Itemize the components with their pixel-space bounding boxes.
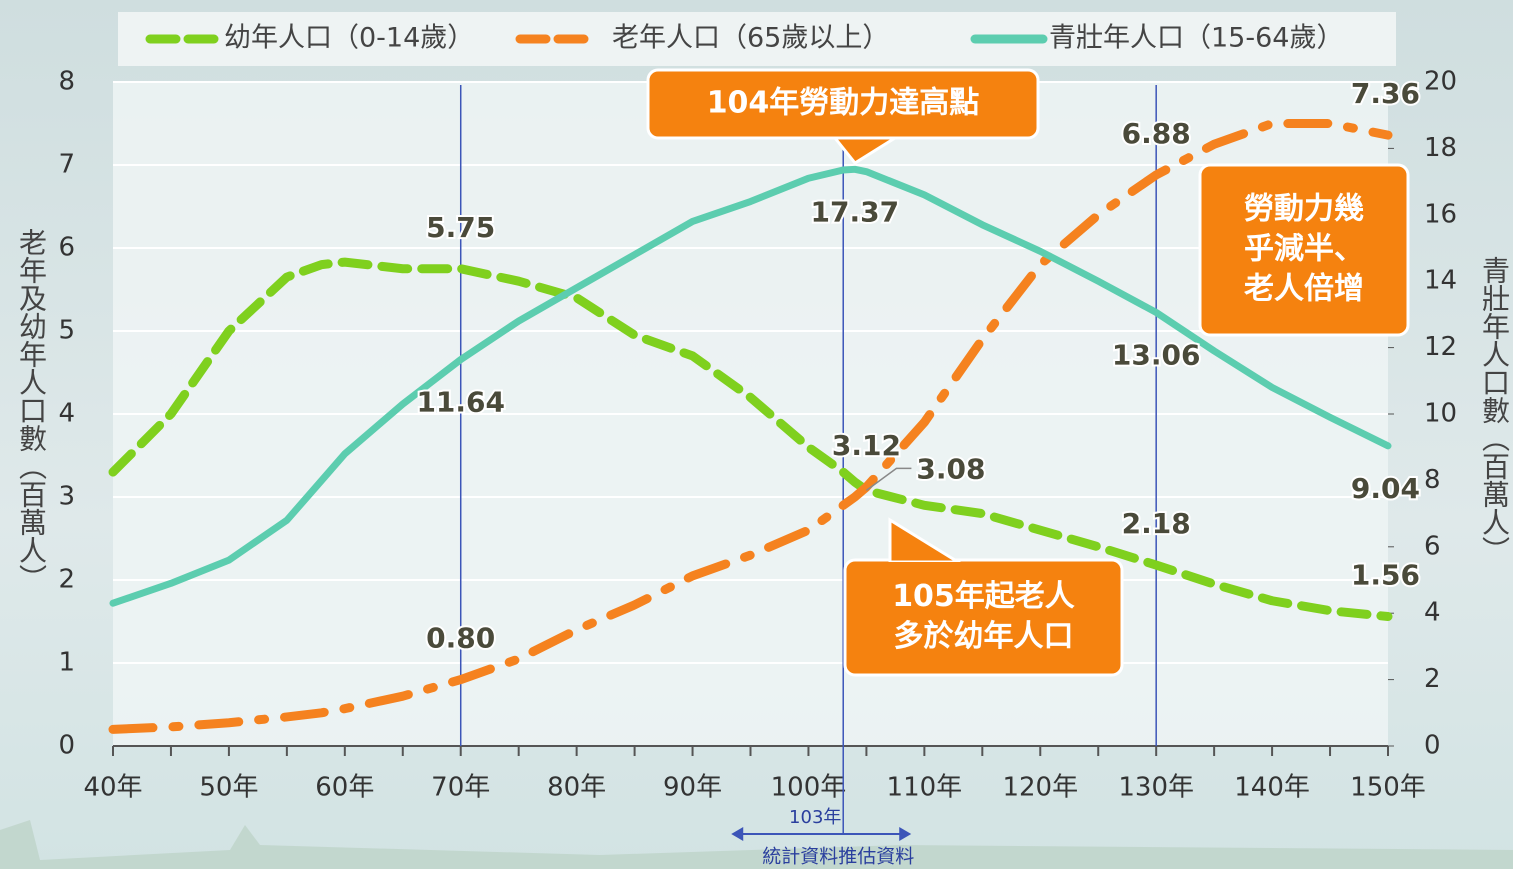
x-tick-label: 140年 bbox=[1234, 773, 1310, 803]
y2-tick-label: 0 bbox=[1424, 731, 1441, 761]
y2-tick-label: 14 bbox=[1424, 266, 1457, 296]
legend-label: 幼年人口（0-14歲） bbox=[224, 23, 474, 54]
y2-tick-label: 16 bbox=[1424, 199, 1457, 229]
y-tick-label: 1 bbox=[58, 648, 75, 678]
y2-tick-label: 20 bbox=[1424, 67, 1457, 97]
x-tick-label: 70年 bbox=[431, 773, 490, 803]
x-tick-label: 110年 bbox=[887, 773, 963, 803]
y2-tick-label: 2 bbox=[1424, 664, 1441, 694]
data-label: 11.64 bbox=[416, 386, 505, 419]
x-tick-label: 50年 bbox=[199, 773, 258, 803]
callout-text: 多於幼年人口 bbox=[894, 619, 1074, 654]
callout-text: 105年起老人 bbox=[892, 579, 1075, 614]
divider-right-label: 推估資料 bbox=[838, 846, 914, 868]
x-tick-label: 120年 bbox=[1002, 773, 1078, 803]
y-tick-label: 6 bbox=[58, 233, 75, 263]
y-tick-label: 2 bbox=[58, 565, 75, 595]
y2-tick-label: 6 bbox=[1424, 531, 1441, 561]
data-label: 9.04 bbox=[1351, 472, 1420, 505]
y-tick-label: 4 bbox=[58, 399, 75, 429]
divider-left-label: 統計資料 bbox=[762, 846, 838, 868]
x-tick-label: 150年 bbox=[1350, 773, 1426, 803]
callout-text: 老人倍增 bbox=[1244, 272, 1364, 307]
y-tick-label: 0 bbox=[58, 731, 75, 761]
x-tick-label: 80年 bbox=[547, 773, 606, 803]
data-label: 13.06 bbox=[1112, 338, 1201, 371]
x-tick-label: 90年 bbox=[663, 773, 722, 803]
callout-text: 104年勞動力達高點 bbox=[707, 86, 980, 121]
y2-tick-label: 4 bbox=[1424, 598, 1441, 628]
y2-tick-label: 18 bbox=[1424, 133, 1457, 163]
data-label: 1.56 bbox=[1351, 559, 1420, 592]
data-label: 6.88 bbox=[1122, 117, 1191, 150]
y-tick-label: 3 bbox=[58, 482, 75, 512]
x-tick-label: 40年 bbox=[83, 773, 142, 803]
data-label: 17.37 bbox=[811, 195, 900, 228]
data-label: 2.18 bbox=[1122, 507, 1191, 540]
y2-tick-label: 10 bbox=[1424, 399, 1457, 429]
y2-axis-title: 青壯年人口數（百萬人） bbox=[1478, 256, 1511, 564]
y2-tick-label: 8 bbox=[1424, 465, 1441, 495]
callout-text: 乎減半、 bbox=[1244, 232, 1364, 267]
y-axis-title: 老年及幼年人口數（百萬人） bbox=[15, 228, 48, 592]
y-tick-label: 5 bbox=[58, 316, 75, 346]
legend-label: 青壯年人口（15-64歲） bbox=[1049, 23, 1343, 54]
data-label: 0.80 bbox=[426, 622, 495, 655]
y-tick-label: 7 bbox=[58, 150, 75, 180]
divider-label: 103年 bbox=[789, 807, 841, 828]
x-tick-label: 60年 bbox=[315, 773, 374, 803]
callout-text: 勞動力幾 bbox=[1244, 192, 1364, 227]
data-label: 5.75 bbox=[426, 211, 495, 244]
x-tick-label: 100年 bbox=[771, 773, 847, 803]
y-tick-label: 8 bbox=[58, 67, 75, 97]
x-tick-label: 130年 bbox=[1118, 773, 1194, 803]
legend-label: 老年人口（65歲以上） bbox=[612, 23, 889, 54]
data-label: 7.36 bbox=[1351, 77, 1420, 110]
chart: 老年及幼年人口數（百萬人） 青壯年人口數（百萬人） 01234567802468… bbox=[0, 0, 1513, 869]
y2-tick-label: 12 bbox=[1424, 332, 1457, 362]
data-label: 3.12 bbox=[832, 429, 901, 462]
data-label: 3.08 bbox=[916, 452, 985, 485]
